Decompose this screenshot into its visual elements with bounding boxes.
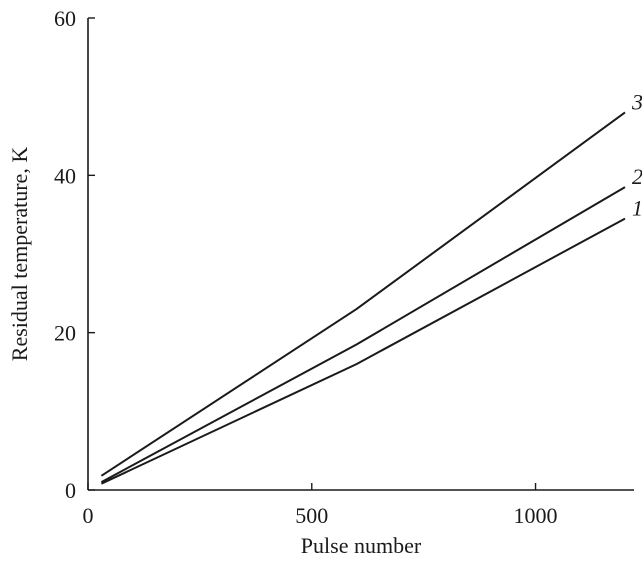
- series-label-3: 3: [631, 89, 642, 114]
- y-tick-label-40: 40: [54, 163, 76, 188]
- series-label-2: 2: [632, 164, 642, 189]
- series-lines: [100, 111, 626, 485]
- series-line-3: [100, 111, 626, 477]
- series-labels: 1 2 3: [631, 89, 642, 220]
- y-tick-label-0: 0: [65, 478, 76, 503]
- x-tick-label-1000: 1000: [514, 503, 558, 528]
- series-label-1: 1: [632, 196, 642, 221]
- x-tick-label-500: 500: [295, 503, 328, 528]
- y-tick-label-60: 60: [54, 6, 76, 31]
- ticks: 0 500 1000 0 20 40 60: [54, 6, 558, 528]
- series-line-2: [100, 186, 626, 483]
- series-line-1: [100, 217, 626, 485]
- x-tick-label-0: 0: [83, 503, 94, 528]
- y-tick-label-20: 20: [54, 321, 76, 346]
- x-axis-title: Pulse number: [301, 533, 422, 558]
- axes: [87, 18, 634, 491]
- y-axis-title: Residual temperature, K: [7, 147, 32, 362]
